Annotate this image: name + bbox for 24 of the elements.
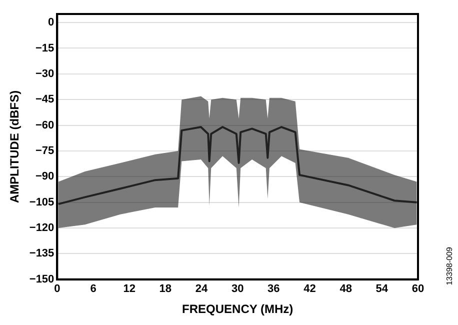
x-tick-label: 54	[376, 283, 389, 296]
x-tick-label: 48	[340, 283, 352, 296]
y-tick-label: −120	[29, 222, 54, 234]
x-tick-label: 42	[304, 283, 316, 296]
y-tick-label: −150	[29, 273, 54, 286]
x-tick-label: 12	[123, 283, 136, 296]
x-tick-label: 6	[90, 283, 96, 296]
y-tick-label: −30	[36, 68, 54, 80]
y-tick-label: −15	[36, 42, 54, 54]
x-tick-label: 36	[268, 283, 280, 296]
y-tick-label: −45	[36, 94, 54, 106]
text: 13398-009	[445, 246, 454, 285]
x-tick-label: 18	[159, 283, 172, 296]
x-tick-label: 24	[195, 283, 208, 296]
y-tick-label: −90	[36, 170, 54, 183]
y-tick-label: 0	[48, 16, 54, 29]
y-tick-label: −60	[36, 119, 54, 132]
y-tick-label: −75	[36, 145, 54, 158]
x-tick-label: 30	[231, 283, 244, 296]
y-axis-title: AMPLITUDE (dBFS)	[8, 90, 22, 204]
y-tick-label: −135	[29, 248, 54, 260]
x-tick-label: 60	[412, 283, 424, 296]
y-tick-label: −105	[29, 196, 54, 208]
x-axis-title: FREQUENCY (MHz)	[182, 302, 294, 316]
